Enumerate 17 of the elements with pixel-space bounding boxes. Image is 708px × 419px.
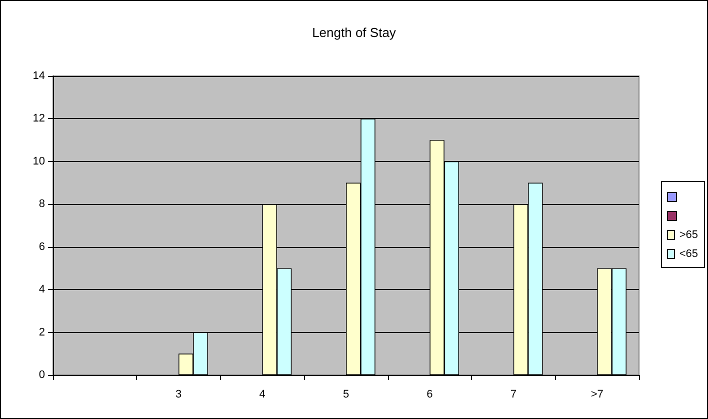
y-tick-label: 6 <box>38 240 45 253</box>
y-tick-label: 2 <box>38 326 45 338</box>
x-tick-label: 6 <box>426 388 433 400</box>
y-tick-label: 10 <box>32 155 45 168</box>
y-tick-label: 0 <box>38 369 45 381</box>
x-tick-label: 5 <box>342 388 350 400</box>
y-tick-label: 14 <box>32 70 45 82</box>
x-tick-label: >7 <box>590 388 604 400</box>
y-tick-label: 8 <box>38 198 45 210</box>
legend-label: >65 <box>679 228 698 240</box>
x-tick-label: 4 <box>259 388 266 400</box>
x-tick-label: 7 <box>510 388 516 400</box>
legend-label: <65 <box>679 248 698 260</box>
y-tick-label: 12 <box>32 112 45 125</box>
y-tick-label: 4 <box>38 284 45 296</box>
chart-title: Length of Stay <box>312 25 396 40</box>
x-tick-label: 3 <box>176 388 182 400</box>
